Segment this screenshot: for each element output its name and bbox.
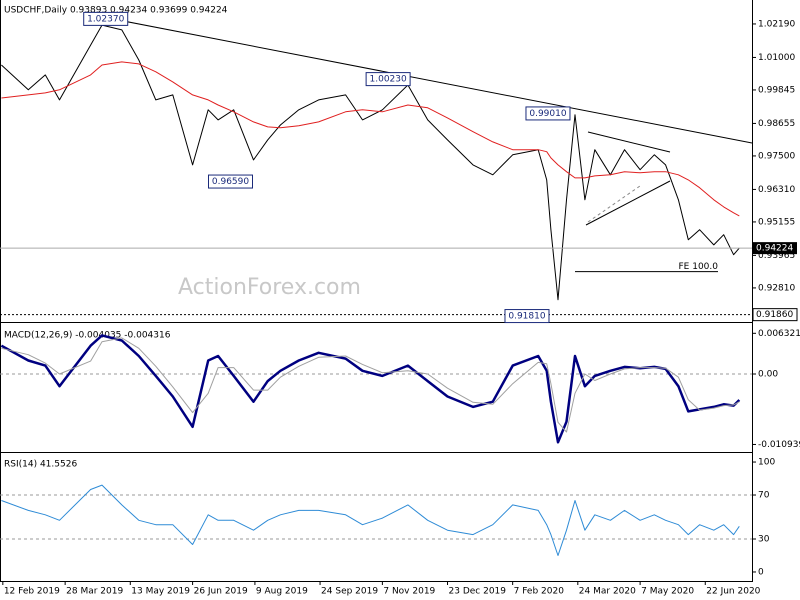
- annotation-label: 0.91810: [508, 312, 545, 322]
- y-tick-label: 0.00: [758, 370, 778, 380]
- x-tick-label: 26 Jun 2019: [194, 587, 248, 597]
- x-tick-label: 22 Jun 2020: [706, 587, 760, 597]
- x-tick-label: 7 May 2020: [641, 587, 694, 597]
- y-tick-label: 0.98655: [758, 119, 795, 129]
- annotation-label: 0.96590: [212, 177, 249, 187]
- annotation-label: 0.99010: [529, 109, 566, 119]
- series-line: [1, 337, 740, 433]
- x-tick-label: 12 Feb 2019: [4, 587, 60, 597]
- rsi-title: RSI(14) 41.5526: [4, 460, 77, 470]
- triangle-line: [587, 185, 641, 223]
- support-label: 0.91860: [756, 310, 793, 320]
- annotation-label: 1.00230: [370, 75, 407, 85]
- y-tick-label: 100: [758, 458, 775, 468]
- trendline: [107, 17, 753, 144]
- y-tick-label: 30: [758, 534, 770, 544]
- x-tick-label: 28 Mar 2019: [66, 587, 123, 597]
- x-tick-label: 7 Nov 2019: [383, 587, 435, 597]
- y-tick-label: 0.96310: [758, 185, 795, 195]
- watermark: ActionForex.com: [178, 275, 361, 300]
- chart-title: USDCHF,Daily 0.93893 0.94234 0.93699 0.9…: [4, 6, 228, 16]
- annotation-box: [504, 309, 550, 324]
- series-line: [1, 61, 740, 217]
- trendlines: [107, 17, 753, 226]
- annotation-box: [525, 106, 571, 121]
- x-tick-label: 24 Sep 2019: [321, 587, 378, 597]
- y-tick-label: 0.95155: [758, 217, 795, 227]
- y-tick-label: 1.01000: [758, 53, 795, 63]
- x-tick-label: 23 Dec 2019: [449, 587, 507, 597]
- frame: [0, 0, 753, 582]
- y-tick-label: 0.93965: [758, 251, 795, 261]
- triangle-line: [587, 131, 671, 153]
- annotation-box: [83, 11, 129, 26]
- x-tick-label: 13 May 2019: [131, 587, 190, 597]
- y-tick-label: 1.02190: [758, 19, 795, 29]
- x-tick-label: 9 Aug 2019: [256, 587, 308, 597]
- y-tick-label: 0.99845: [758, 85, 795, 95]
- x-tick-label: 7 Feb 2020: [514, 587, 565, 597]
- series-line: [1, 484, 740, 556]
- annotation-label: 1.02370: [87, 14, 124, 24]
- annotation-box: [207, 174, 253, 189]
- triangle-line: [585, 180, 671, 226]
- y-tick-label: 70: [758, 491, 770, 501]
- y-tick-label: 0.006321: [758, 329, 800, 339]
- y-tick-label: 0.92810: [758, 283, 795, 293]
- y-tick-label: -0.010939: [758, 440, 800, 450]
- y-tick-label: 0: [758, 567, 764, 577]
- x-tick-label: 24 Mar 2020: [579, 587, 636, 597]
- current-price-box: [753, 242, 797, 255]
- current-price-label: 0.94224: [756, 244, 793, 254]
- y-tick-label: 0.97500: [758, 151, 795, 161]
- annotation-box: [365, 72, 411, 87]
- macd-title: MACD(12,26,9) -0.004035 -0.004316: [4, 331, 171, 341]
- fe-label: FE 100.0: [679, 262, 719, 272]
- support-box: [752, 308, 798, 322]
- series-line: [1, 24, 740, 301]
